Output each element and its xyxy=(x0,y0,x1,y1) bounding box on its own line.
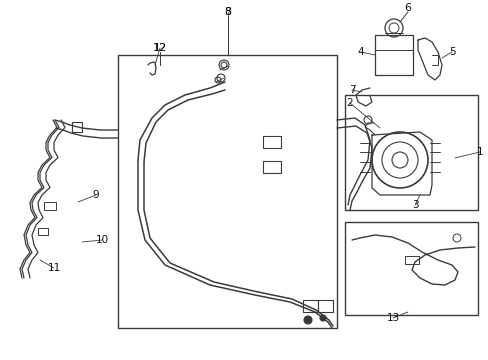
Bar xyxy=(345,222,477,315)
Text: 3: 3 xyxy=(411,200,417,210)
Text: 7: 7 xyxy=(348,85,355,95)
Text: 10: 10 xyxy=(95,235,108,245)
Bar xyxy=(263,136,281,148)
Circle shape xyxy=(319,315,325,321)
Text: 1: 1 xyxy=(476,147,482,157)
Text: 8: 8 xyxy=(224,7,231,17)
Text: 9: 9 xyxy=(93,190,99,200)
Text: 6: 6 xyxy=(404,3,411,13)
Bar xyxy=(38,228,48,235)
Text: 5: 5 xyxy=(448,47,454,57)
Bar xyxy=(345,95,477,210)
Bar xyxy=(404,256,418,264)
Bar xyxy=(72,122,82,132)
Bar xyxy=(44,202,56,210)
Text: 13: 13 xyxy=(386,313,399,323)
Bar xyxy=(118,55,336,328)
Text: 12: 12 xyxy=(153,43,167,53)
Text: 4: 4 xyxy=(357,47,364,57)
Bar xyxy=(263,161,281,173)
Text: 8: 8 xyxy=(224,7,231,17)
Bar xyxy=(303,300,317,312)
Circle shape xyxy=(304,316,311,324)
Text: 2: 2 xyxy=(346,98,353,108)
Text: 12: 12 xyxy=(153,43,166,53)
Bar xyxy=(317,300,332,312)
Text: 11: 11 xyxy=(47,263,61,273)
